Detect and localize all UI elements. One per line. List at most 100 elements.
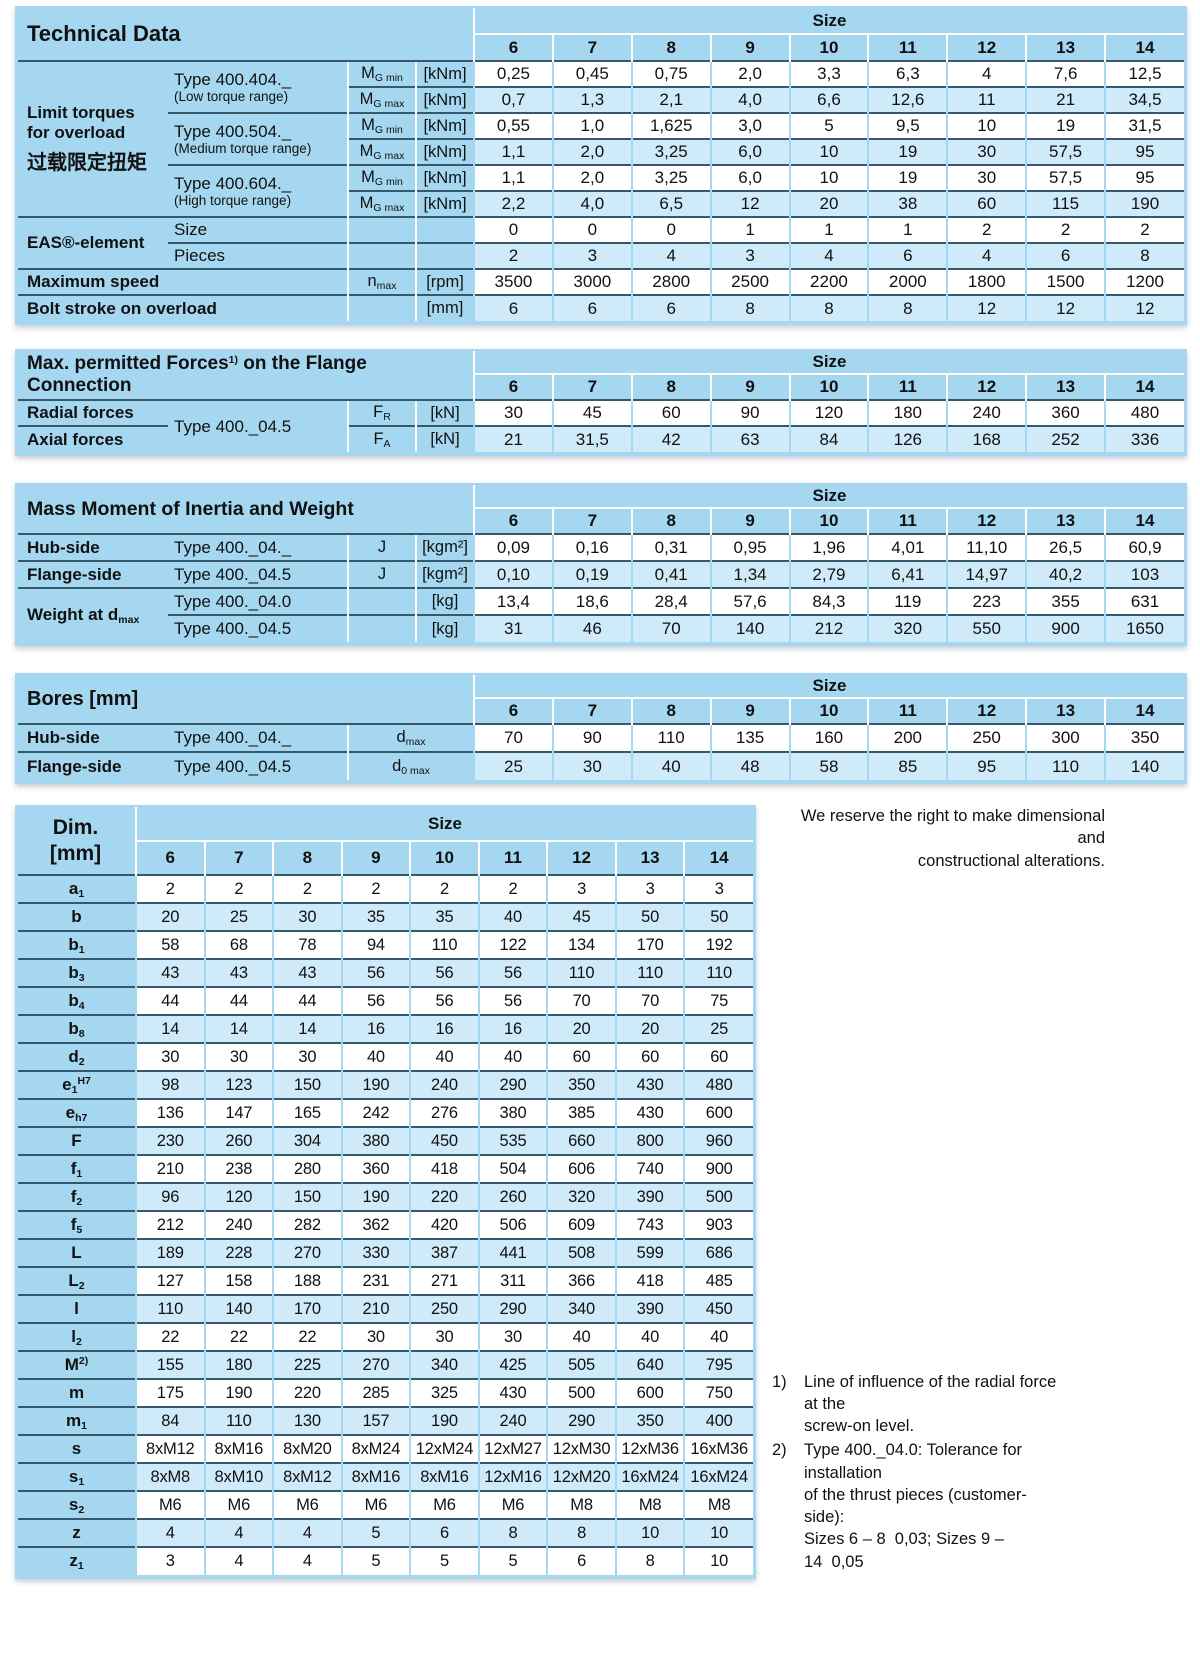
value-cell: 30 bbox=[409, 1322, 479, 1351]
value-cell: 122 bbox=[477, 930, 548, 959]
value-cell: 1500 bbox=[1025, 268, 1106, 295]
value-cell: 40 bbox=[477, 1042, 548, 1071]
value-cell: 350 bbox=[546, 1070, 616, 1099]
value-cell: 750 bbox=[683, 1378, 753, 1407]
value-cell: 11 bbox=[946, 86, 1027, 113]
symbol-f-r: FR bbox=[347, 399, 416, 426]
value-cell: 6 bbox=[630, 294, 711, 321]
value-cell: 110 bbox=[614, 958, 685, 987]
value-cell: 6 bbox=[867, 242, 948, 269]
value-cell: 12xM20 bbox=[546, 1462, 616, 1491]
torque-range-label: (High torque range) bbox=[174, 192, 292, 208]
unit-label: [kN] bbox=[414, 425, 475, 452]
value-cell: 6,3 bbox=[867, 60, 948, 87]
value-cell: 430 bbox=[477, 1378, 548, 1407]
size-column-header: 14 bbox=[1104, 507, 1184, 534]
torque-range-label: (Medium torque range) bbox=[174, 140, 312, 156]
maximum-speed-label: Maximum speed bbox=[18, 268, 348, 295]
value-cell: 40 bbox=[477, 902, 548, 931]
dimension-row: s1 8xM8 8xM10 8xM12 8xM16 8xM16 12xM16 12xM20 16… bbox=[18, 1462, 753, 1491]
value-cell: 35 bbox=[409, 902, 479, 931]
dimension-label: L bbox=[18, 1238, 136, 1267]
size-column-header: 7 bbox=[551, 697, 632, 724]
size-column-header: 13 bbox=[1025, 697, 1106, 724]
type-label: Type 400.604._ (High torque range) bbox=[168, 164, 348, 217]
value-cell: 228 bbox=[203, 1238, 274, 1267]
value-cell: 320 bbox=[546, 1182, 616, 1211]
value-cell: 165 bbox=[272, 1098, 342, 1127]
dimension-label: e1H7 bbox=[18, 1070, 136, 1099]
size-header-label: Size bbox=[473, 485, 1184, 508]
value-cell: 1,96 bbox=[788, 533, 869, 561]
size-header-label: Size bbox=[135, 807, 753, 841]
empty-cell bbox=[347, 294, 416, 321]
value-cell: 2,0 bbox=[551, 164, 632, 191]
value-cell: 6,41 bbox=[867, 560, 948, 588]
value-cell: 70 bbox=[473, 723, 553, 752]
type-label: Type 400.504._ (Medium torque range) bbox=[168, 112, 348, 165]
value-cell: 290 bbox=[546, 1406, 616, 1435]
value-cell: 140 bbox=[1104, 751, 1184, 780]
value-cell: 0 bbox=[551, 216, 632, 243]
value-cell: 20 bbox=[135, 902, 205, 931]
size-column-header: 12 bbox=[946, 507, 1027, 534]
size-column-header: 10 bbox=[788, 697, 869, 724]
value-cell: 0 bbox=[630, 216, 711, 243]
value-cell: 1,1 bbox=[473, 138, 553, 165]
symbol-n-max: nmax bbox=[347, 268, 416, 295]
value-cell: 212 bbox=[135, 1210, 205, 1239]
value-cell: 8 bbox=[477, 1518, 548, 1547]
value-cell: 9,5 bbox=[867, 112, 948, 139]
value-cell: 168 bbox=[946, 425, 1027, 452]
value-cell: 480 bbox=[683, 1070, 753, 1099]
dimension-row: b1 58 68 78 94 110 122 134 170 192 bbox=[18, 930, 753, 959]
value-cell: 170 bbox=[614, 930, 685, 959]
value-cell: 40 bbox=[614, 1322, 685, 1351]
value-cell: 135 bbox=[709, 723, 790, 752]
value-cell: 3 bbox=[546, 874, 616, 903]
value-cell: 20 bbox=[788, 190, 869, 217]
table-title: Technical Data bbox=[27, 21, 181, 46]
value-cell: 340 bbox=[546, 1294, 616, 1323]
value-cell: 2000 bbox=[867, 268, 948, 295]
dimension-label: eh7 bbox=[18, 1098, 136, 1127]
value-cell: 1200 bbox=[1104, 268, 1184, 295]
dimension-label: s1 bbox=[18, 1462, 136, 1491]
value-cell: 4 bbox=[135, 1518, 205, 1547]
dimension-row: z 4 4 4 5 6 8 8 10 10 bbox=[18, 1518, 753, 1547]
value-cell: 190 bbox=[340, 1182, 411, 1211]
value-cell: 2500 bbox=[709, 268, 790, 295]
size-column-header: 6 bbox=[135, 840, 205, 875]
value-cell: 95 bbox=[1104, 164, 1184, 191]
value-cell: 450 bbox=[683, 1294, 753, 1323]
value-cell: 276 bbox=[409, 1098, 479, 1127]
value-cell: 119 bbox=[867, 587, 948, 615]
value-cell: 420 bbox=[409, 1210, 479, 1239]
value-cell: 170 bbox=[272, 1294, 342, 1323]
dimension-row: a1 2 2 2 2 2 2 3 3 3 bbox=[18, 874, 753, 903]
value-cell: 40 bbox=[409, 1042, 479, 1071]
value-cell: 240 bbox=[409, 1070, 479, 1099]
size-header-label: Size bbox=[473, 8, 1184, 34]
size-column-header: 8 bbox=[630, 33, 711, 61]
value-cell: 1,1 bbox=[473, 164, 553, 191]
size-column-header: 12 bbox=[946, 33, 1027, 61]
size-column-header: 8 bbox=[630, 697, 711, 724]
value-cell: 110 bbox=[409, 930, 479, 959]
value-cell: 230 bbox=[135, 1126, 205, 1155]
value-cell: 85 bbox=[867, 751, 948, 780]
size-column-header: 14 bbox=[1104, 697, 1184, 724]
value-cell: 271 bbox=[409, 1266, 479, 1295]
value-cell: 390 bbox=[614, 1294, 685, 1323]
value-cell: 46 bbox=[551, 614, 632, 642]
value-cell: 8 bbox=[788, 294, 869, 321]
value-cell: 903 bbox=[683, 1210, 753, 1239]
value-cell: 22 bbox=[135, 1322, 205, 1351]
value-cell: 0,75 bbox=[630, 60, 711, 87]
value-cell: 4 bbox=[630, 242, 711, 269]
value-cell: 8xM12 bbox=[272, 1462, 342, 1491]
symbol-mg-max: MG max bbox=[347, 190, 416, 217]
value-cell: 40 bbox=[630, 751, 711, 780]
value-cell: 8 bbox=[1104, 242, 1184, 269]
value-cell: 0,10 bbox=[473, 560, 553, 588]
